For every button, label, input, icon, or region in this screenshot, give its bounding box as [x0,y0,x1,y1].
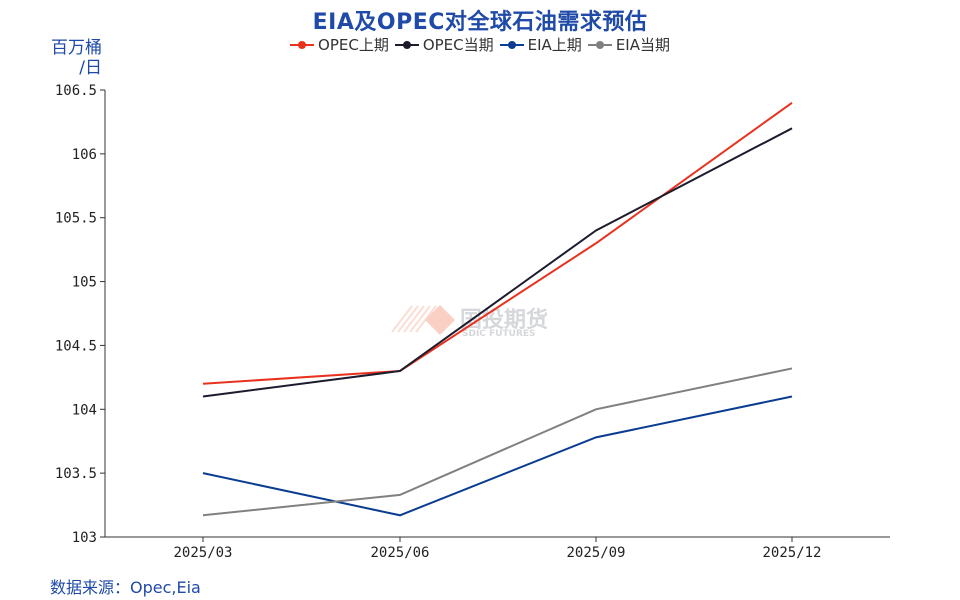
y-tick-label: 104 [72,402,97,418]
y-tick-label: 103.5 [55,466,97,482]
y-ticks: 103 103.5 104 104.5 105 105.5 106 106.5 [55,83,105,546]
watermark-text-cn: 国投期货 [460,307,548,333]
x-tick-label: 2025/09 [566,545,625,561]
legend-label: OPEC当期 [422,36,494,54]
y-axis-unit-label: 百万桶 /日 [46,38,102,78]
y-tick-label: 105.5 [55,211,97,227]
legend-label: EIA上期 [527,36,582,54]
y-tick-label: 104.5 [55,338,97,354]
x-ticks: 2025/03 2025/06 2025/09 2025/12 [173,537,822,561]
x-tick-label: 2025/03 [173,545,232,561]
series-line-3[interactable] [202,367,793,517]
watermark-logo: 国投期货 SDIC FUTURES [391,305,548,339]
source-note: 数据来源：Opec,Eia [50,578,201,597]
y-tick-label: 106 [72,147,97,163]
legend-label: EIA当期 [615,36,670,54]
y-axis-unit-line2: /日 [79,58,102,78]
legend-swatch-icon [587,39,612,51]
legend-swatch-icon [394,39,419,51]
legend-swatch-icon [290,39,315,51]
legend-item-opec-prev[interactable]: OPEC上期 [290,34,389,55]
watermark-text-en: SDIC FUTURES [462,329,536,339]
y-tick-label: 105 [72,275,97,291]
legend-item-eia-prev[interactable]: EIA上期 [499,34,582,55]
series-group [202,101,793,517]
y-tick-label: 103 [72,530,97,546]
legend-swatch-icon [499,39,524,51]
watermark-diamond-icon [425,305,455,335]
y-tick-label: 106.5 [55,83,97,99]
legend-item-opec-current[interactable]: OPEC当期 [394,34,494,55]
legend-label: OPEC上期 [318,36,389,54]
watermark-stripes-icon [391,305,437,333]
legend-item-eia-current[interactable]: EIA当期 [587,34,670,55]
x-tick-label: 2025/06 [370,545,429,561]
x-tick-label: 2025/12 [762,545,821,561]
legend: OPEC上期 OPEC当期 EIA上期 EIA当期 [0,34,960,55]
series-line-1[interactable] [202,127,793,398]
chart-title: EIA及OPEC对全球石油需求预估 [312,10,648,35]
y-axis-unit-line1: 百万桶 [51,38,102,58]
series-line-0[interactable] [202,101,793,385]
series-line-2[interactable] [202,395,793,517]
